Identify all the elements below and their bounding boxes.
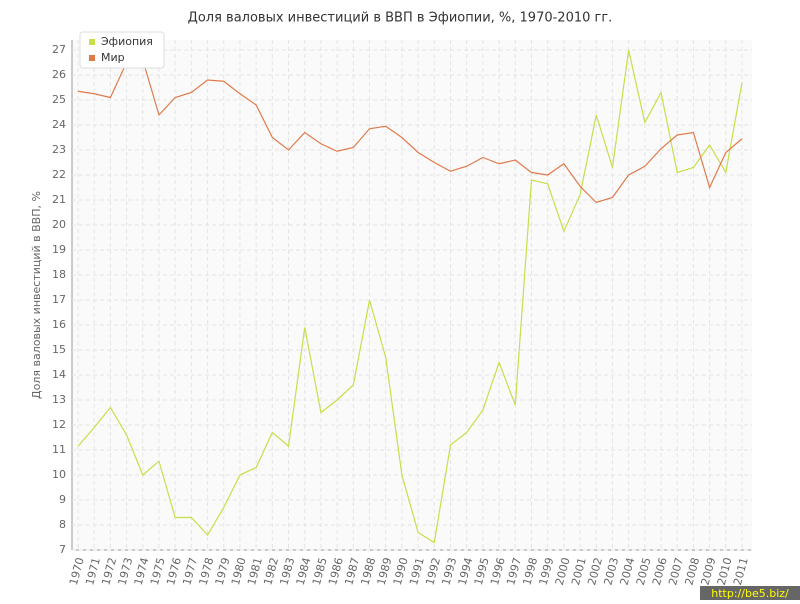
y-tick-label: 27 (52, 43, 66, 56)
watermark-bg (700, 586, 800, 600)
legend-swatch (89, 55, 95, 61)
y-tick-label: 14 (52, 368, 66, 381)
y-tick-label: 25 (52, 93, 66, 106)
series-line (77, 49, 743, 544)
y-tick-label: 15 (52, 343, 66, 356)
y-tick-label: 17 (52, 293, 66, 306)
y-axis-label: Доля валовых инвестиций в ВВП, % (30, 191, 43, 399)
y-tick-label: 10 (52, 468, 66, 481)
legend-swatch (89, 39, 95, 45)
y-tick-label: 21 (52, 193, 66, 206)
y-tick-label: 22 (52, 168, 66, 181)
y-tick-label: 18 (52, 268, 66, 281)
series-line (77, 59, 743, 204)
chart-title: Доля валовых инвестиций в ВВП в Эфиопии,… (188, 11, 613, 26)
y-tick-label: 7 (59, 543, 66, 556)
y-tick-label: 23 (52, 143, 66, 156)
watermark: http://be5.biz/ (711, 587, 789, 600)
y-tick-label: 20 (52, 218, 66, 231)
y-tick-label: 11 (52, 443, 66, 456)
y-tick-label: 12 (52, 418, 66, 431)
legend-label: Мир (101, 51, 125, 64)
legend-label: Эфиопия (101, 35, 153, 48)
y-tick-label: 26 (52, 68, 66, 81)
y-tick-label: 9 (59, 493, 66, 506)
y-tick-label: 19 (52, 243, 66, 256)
legend-box (79, 31, 165, 69)
y-tick-label: 13 (52, 393, 66, 406)
plot-area (72, 40, 752, 550)
y-tick-label: 8 (59, 518, 66, 531)
y-tick-label: 16 (52, 318, 66, 331)
y-tick-label: 24 (52, 118, 66, 131)
